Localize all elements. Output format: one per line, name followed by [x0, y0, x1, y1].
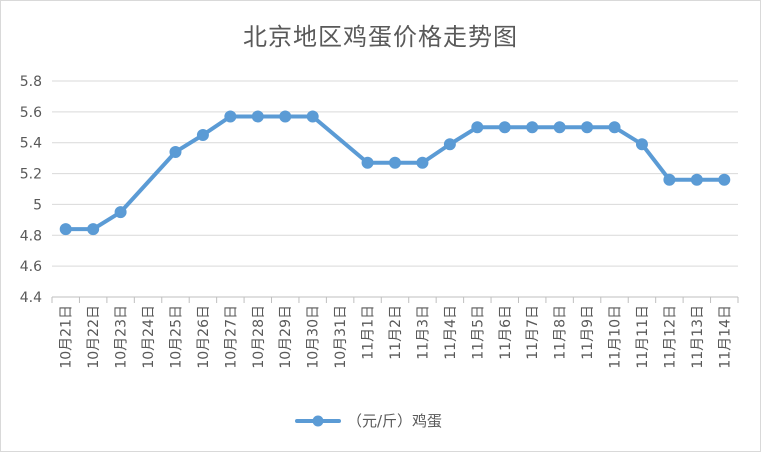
- y-tick-label: 5.2: [20, 167, 42, 183]
- x-tick-label: 10月25日: [168, 305, 184, 369]
- x-tick-label: 10月24日: [141, 305, 157, 369]
- data-point: [443, 138, 456, 151]
- x-tick-label: 10月28日: [251, 305, 267, 369]
- data-point: [251, 110, 264, 123]
- x-tick-label: 11月11日: [635, 305, 651, 369]
- x-tick-label: 10月29日: [278, 305, 294, 369]
- x-tick-label: 10月27日: [223, 305, 239, 369]
- x-tick-label: 11月3日: [415, 305, 431, 360]
- data-point: [663, 173, 676, 186]
- data-point: [224, 110, 237, 123]
- x-tick-label: 10月21日: [59, 305, 75, 369]
- x-tick-label: 11月2日: [388, 305, 404, 360]
- y-tick-label: 4.4: [20, 290, 42, 306]
- data-point: [690, 173, 703, 186]
- x-tick-label: 11月9日: [580, 305, 596, 360]
- data-point: [114, 206, 127, 219]
- x-tick-label: 11月14日: [717, 305, 733, 369]
- data-point: [553, 121, 566, 134]
- y-tick-label: 5.8: [20, 74, 42, 90]
- chart-title: 北京地区鸡蛋价格走势图: [243, 23, 518, 51]
- x-tick-label: 10月26日: [196, 305, 212, 369]
- y-tick-label: 5.4: [20, 136, 42, 152]
- x-tick-label: 10月30日: [306, 305, 322, 369]
- data-point: [416, 156, 429, 169]
- x-tick-label: 11月4日: [443, 305, 459, 360]
- data-point: [361, 156, 374, 169]
- y-tick-label: 4.6: [20, 259, 42, 275]
- x-tick-label: 11月1日: [361, 305, 377, 360]
- x-tick-label: 11月5日: [470, 305, 486, 360]
- x-tick-label: 11月6日: [498, 305, 514, 360]
- x-tick-label: 10月23日: [114, 305, 130, 369]
- data-point: [279, 110, 292, 123]
- data-point: [306, 110, 319, 123]
- x-tick-label: 11月12日: [662, 305, 678, 369]
- x-tick-label: 11月10日: [608, 305, 624, 369]
- data-point: [581, 121, 594, 134]
- x-tick-label: 11月13日: [690, 305, 706, 369]
- x-tick-label: 11月8日: [553, 305, 569, 360]
- data-point: [718, 173, 731, 186]
- legend-label: （元/斤）鸡蛋: [347, 412, 442, 430]
- data-point: [498, 121, 511, 134]
- data-point: [608, 121, 621, 134]
- y-tick-label: 5: [33, 197, 42, 213]
- data-point: [389, 156, 401, 169]
- x-tick-label: 11月7日: [525, 305, 541, 360]
- x-tick-label: 10月22日: [86, 305, 102, 369]
- data-point: [59, 223, 72, 236]
- data-point: [196, 129, 209, 141]
- data-point: [87, 223, 100, 236]
- legend-marker: [312, 415, 324, 427]
- series-line: [63, 114, 727, 232]
- data-point: [169, 145, 182, 158]
- y-tick-label: 5.6: [20, 105, 42, 121]
- x-tick-label: 10月31日: [333, 305, 349, 369]
- data-point: [526, 121, 539, 134]
- y-tick-label: 4.8: [20, 228, 42, 244]
- data-point: [471, 121, 484, 134]
- data-point: [635, 138, 648, 151]
